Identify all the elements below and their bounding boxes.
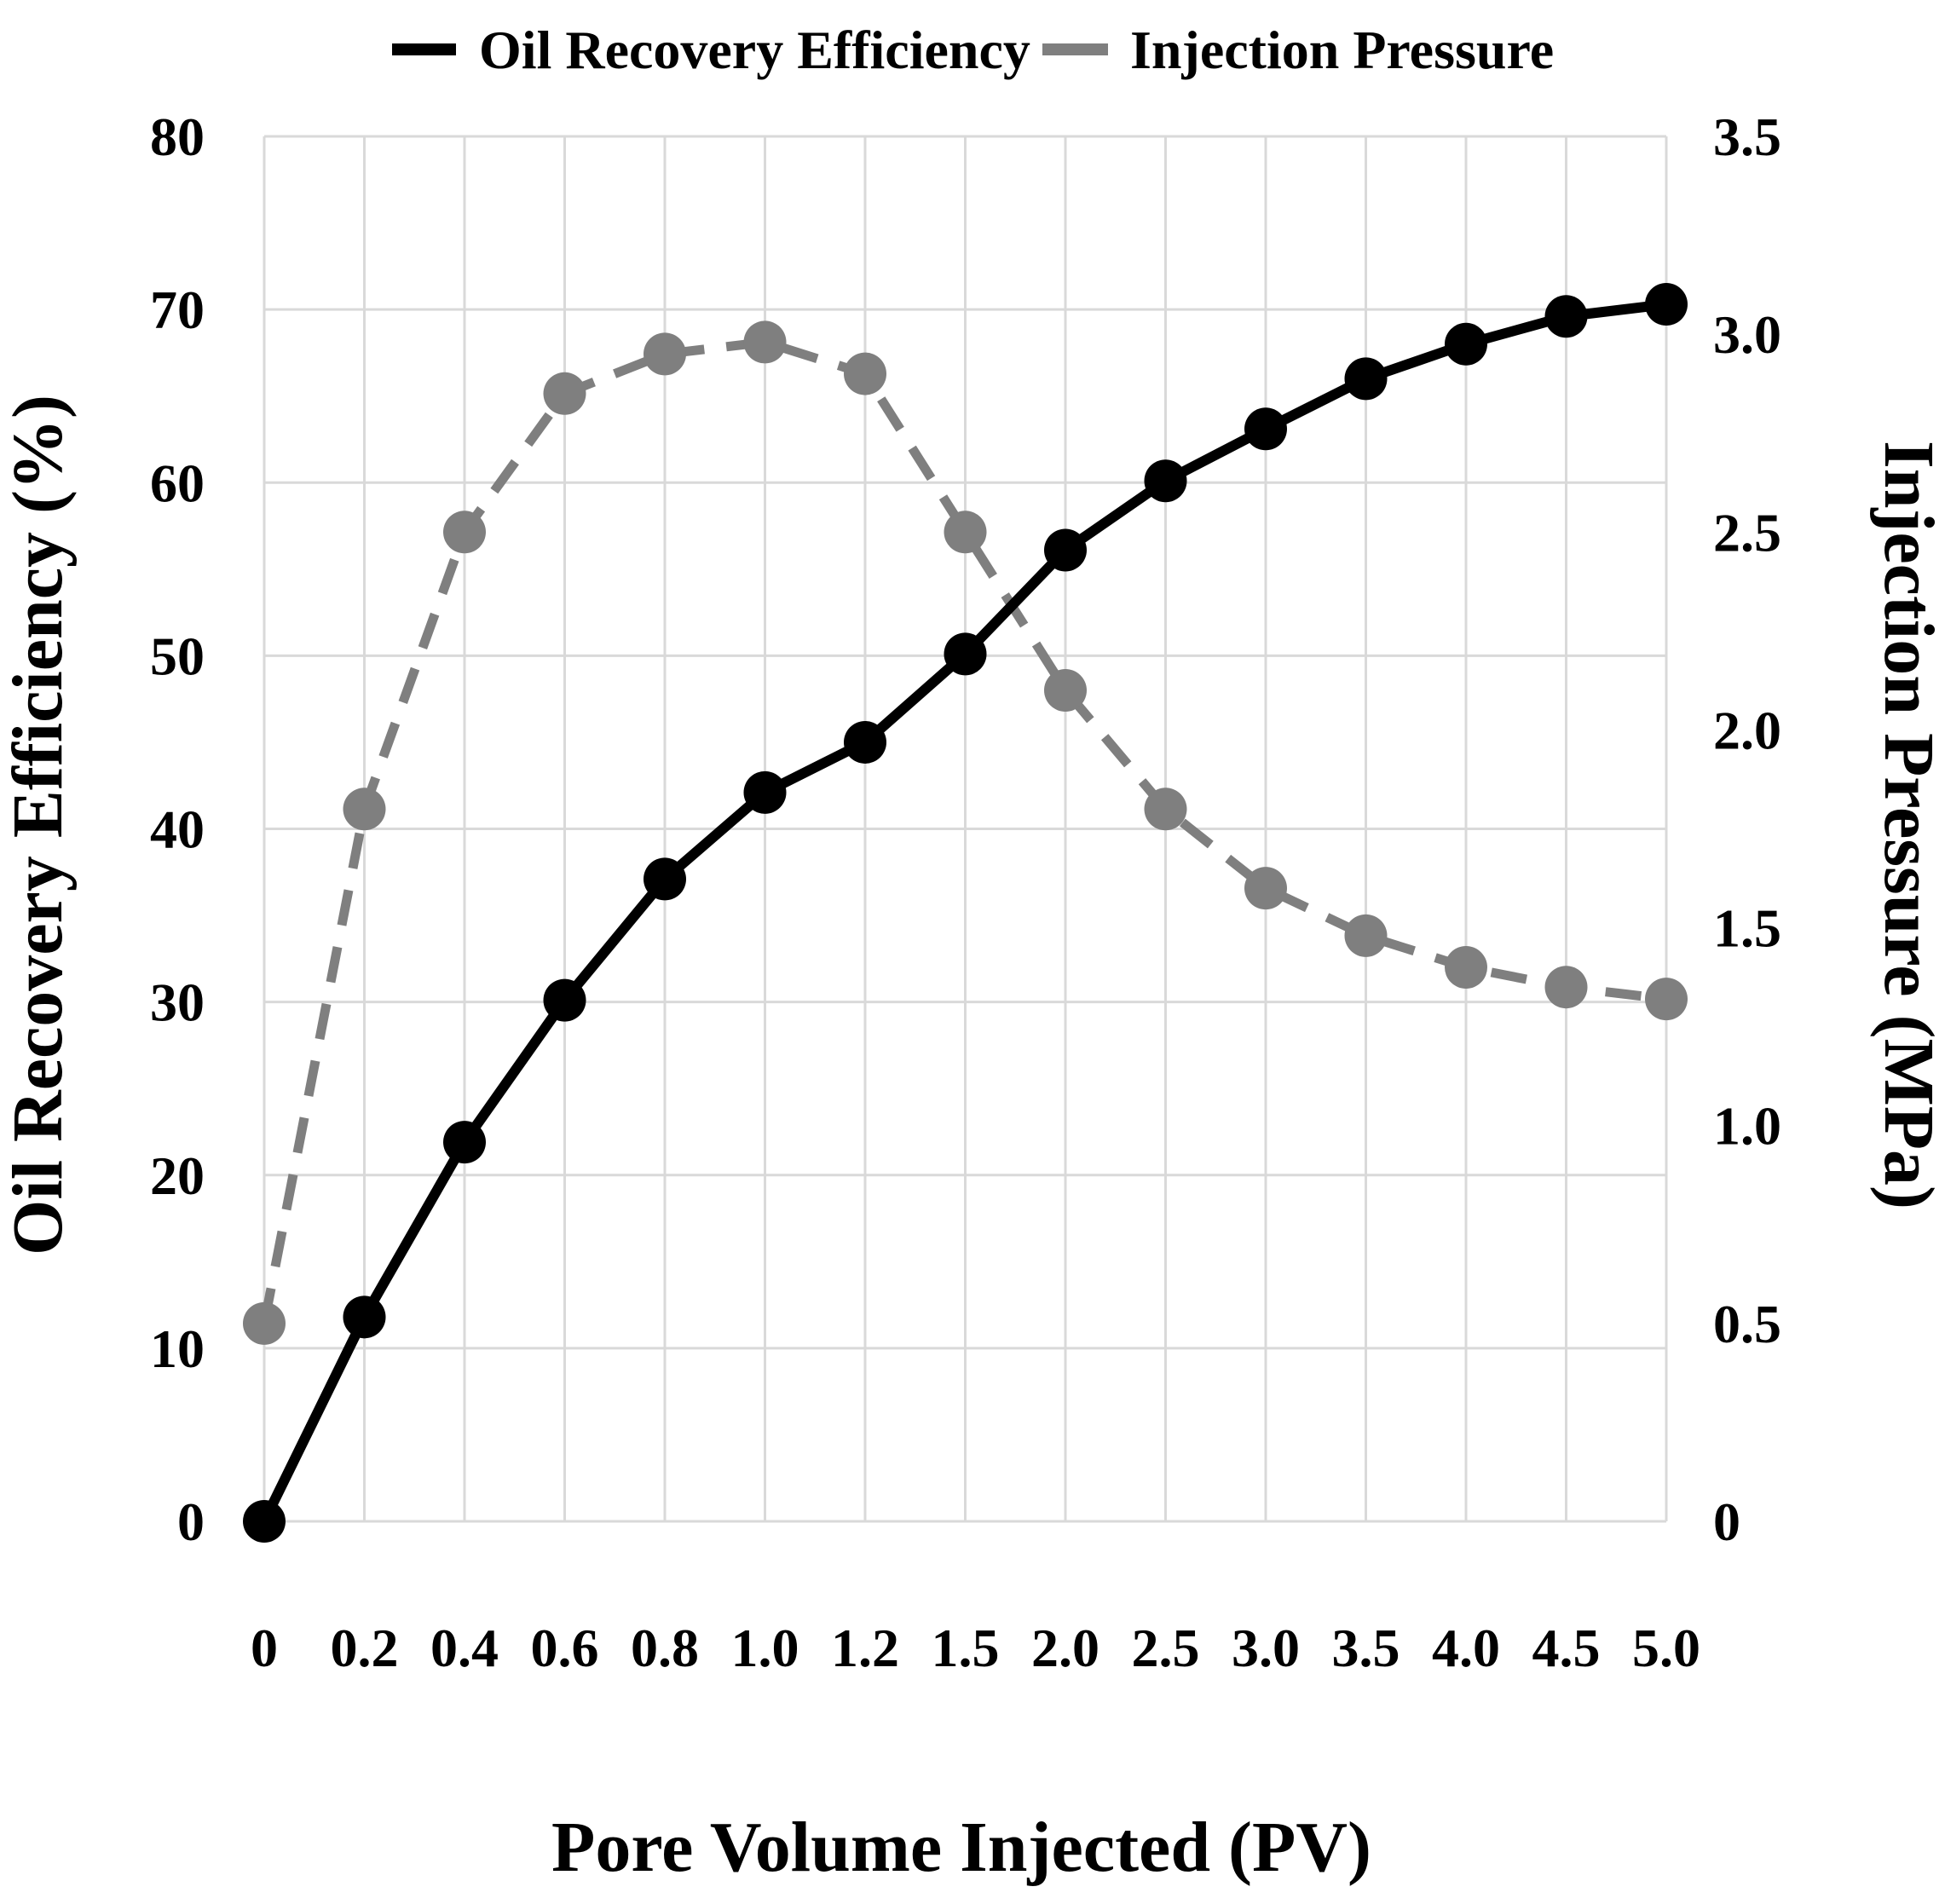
y-tick-label-right-7: 3.5 [1713, 107, 1781, 167]
data-point-oil-recovery-efficiency-11 [1344, 357, 1388, 401]
y-tick-label-right-2: 1.0 [1713, 1096, 1781, 1157]
x-tick-label-8: 2.0 [1031, 1618, 1099, 1678]
y-tick-label-left-2: 20 [150, 1145, 205, 1206]
data-point-oil-recovery-efficiency-5 [743, 770, 787, 814]
y-tick-label-left-4: 40 [150, 799, 205, 860]
data-point-oil-recovery-efficiency-8 [1044, 528, 1087, 572]
y-tick-label-left-6: 60 [150, 453, 205, 513]
data-point-injection-pressure-9 [1144, 788, 1187, 831]
legend-label-injection-pressure: Injection Pressure [1130, 20, 1554, 80]
data-point-injection-pressure-13 [1544, 966, 1588, 1009]
series-injection-pressure [243, 320, 1688, 1345]
x-tick-label-6: 1.2 [831, 1618, 899, 1678]
data-point-injection-pressure-14 [1645, 978, 1688, 1021]
data-point-oil-recovery-efficiency-0 [243, 1500, 286, 1543]
data-point-oil-recovery-efficiency-14 [1645, 283, 1688, 326]
y-tick-label-right-5: 2.5 [1713, 502, 1781, 563]
data-point-injection-pressure-11 [1344, 914, 1388, 957]
data-point-oil-recovery-efficiency-2 [443, 1121, 486, 1164]
y-tick-label-right-4: 2.0 [1713, 700, 1781, 760]
x-tick-label-9: 2.5 [1132, 1618, 1200, 1678]
y-tick-label-left-0: 0 [177, 1491, 205, 1552]
data-point-injection-pressure-10 [1244, 867, 1287, 910]
x-tick-label-11: 3.5 [1332, 1618, 1400, 1678]
y-tick-label-right-6: 3.0 [1713, 304, 1781, 365]
y-tick-label-left-5: 50 [150, 626, 205, 686]
data-point-injection-pressure-3 [543, 372, 586, 415]
data-point-oil-recovery-efficiency-13 [1544, 295, 1588, 338]
x-tick-label-7: 1.5 [932, 1618, 1000, 1678]
x-tick-label-5: 1.0 [731, 1618, 799, 1678]
y-tick-label-left-3: 30 [150, 972, 205, 1033]
legend: Oil Recovery Efficiency Injection Pressu… [392, 20, 1554, 80]
tick-labels: 0 10 20 30 40 50 60 70 80 0 0.2 0.4 0.6 0.8 1.0 1.2 1.5 2… [150, 107, 1781, 1678]
x-axis-title: Pore Volume Injected (PV) [551, 1808, 1371, 1887]
y-axis-title-left: Oil Recovery Efficiency (%) [0, 395, 78, 1255]
y-axis-title-right: Injection Pressure (MPa) [1869, 441, 1945, 1209]
x-tick-label-0: 0 [251, 1618, 278, 1678]
data-point-injection-pressure-2 [443, 511, 486, 554]
x-tick-label-12: 4.0 [1432, 1618, 1500, 1678]
data-point-injection-pressure-8 [1044, 669, 1087, 712]
data-point-oil-recovery-efficiency-9 [1144, 459, 1187, 503]
y-tick-label-left-7: 70 [150, 280, 205, 340]
data-point-injection-pressure-6 [844, 352, 886, 395]
series-line-injection-pressure [259, 337, 1667, 1324]
data-point-injection-pressure-5 [743, 320, 787, 364]
data-point-injection-pressure-12 [1445, 946, 1487, 989]
data-point-oil-recovery-efficiency-1 [343, 1295, 386, 1339]
x-tick-label-2: 0.4 [430, 1618, 499, 1678]
data-point-oil-recovery-efficiency-7 [944, 632, 987, 676]
x-tick-label-1: 0.2 [331, 1618, 399, 1678]
legend-label-oil-recovery: Oil Recovery Efficiency [479, 20, 1030, 80]
data-point-oil-recovery-efficiency-4 [644, 857, 686, 901]
y-tick-label-left-8: 80 [150, 107, 205, 167]
x-tick-label-14: 5.0 [1632, 1618, 1700, 1678]
data-point-injection-pressure-1 [343, 788, 386, 831]
y-tick-label-left-1: 10 [150, 1318, 205, 1379]
data-point-injection-pressure-7 [944, 511, 987, 554]
x-tick-label-13: 4.5 [1532, 1618, 1601, 1678]
data-point-injection-pressure-0 [243, 1301, 286, 1345]
x-tick-label-4: 0.8 [631, 1618, 699, 1678]
x-tick-label-10: 3.0 [1232, 1618, 1300, 1678]
data-point-oil-recovery-efficiency-12 [1445, 322, 1487, 366]
y-tick-label-right-3: 1.5 [1713, 898, 1781, 959]
data-point-injection-pressure-4 [644, 332, 686, 376]
x-tick-label-3: 0.6 [531, 1618, 599, 1678]
series-layer [243, 283, 1688, 1543]
grid-lines [263, 135, 1668, 1523]
series-oil-recovery-efficiency [243, 283, 1688, 1543]
y-tick-label-right-1: 0.5 [1713, 1294, 1781, 1354]
data-point-oil-recovery-efficiency-10 [1244, 407, 1287, 451]
data-point-oil-recovery-efficiency-6 [844, 720, 886, 764]
y-tick-label-right-0: 0 [1713, 1491, 1740, 1552]
data-point-oil-recovery-efficiency-3 [543, 978, 586, 1022]
